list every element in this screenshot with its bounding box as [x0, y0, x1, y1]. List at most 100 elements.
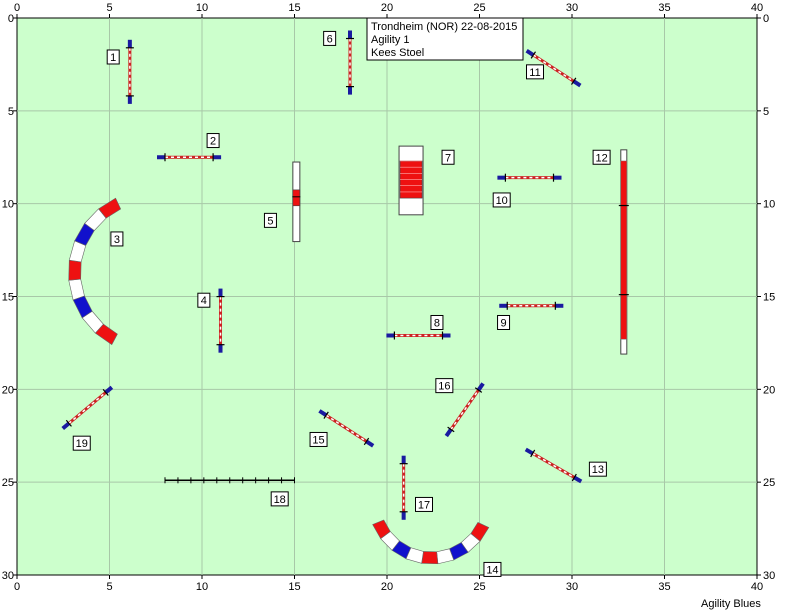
jump-glyph [444, 382, 485, 438]
tick-label-y-right: 25 [763, 477, 775, 489]
jump-glyph [524, 447, 583, 484]
jump-upright-left [530, 51, 537, 59]
jump-glyph [125, 39, 134, 104]
tick-label-x-top: 30 [566, 2, 578, 14]
tick-label-y-left: 20 [2, 384, 14, 396]
tick-label-y-right: 0 [763, 13, 769, 25]
jump-glyph [216, 288, 225, 353]
tick-label-x-bottom: 20 [381, 581, 393, 593]
number-label-text: 7 [445, 152, 451, 164]
info-box-frame [366, 17, 524, 61]
jump-wing-left [444, 428, 453, 438]
tick-label-y-right: 15 [763, 292, 775, 304]
number-label: 18 [270, 491, 289, 507]
number-label-frame [415, 496, 433, 512]
number-label: 8 [430, 314, 444, 330]
number-label-text: 4 [201, 295, 207, 307]
tick-label-y-left: 10 [2, 199, 14, 211]
tick-label-x-top: 25 [473, 2, 485, 14]
jump-glyph [499, 301, 564, 310]
jump-upright-right [474, 387, 483, 393]
obstacle-12 [618, 149, 629, 355]
number-label: 11 [526, 64, 544, 80]
number-label-text: 9 [500, 317, 506, 329]
tick-label-x-bottom: 15 [288, 581, 300, 593]
jump-wing-right [476, 382, 485, 392]
obstacle-1 [125, 39, 134, 104]
obstacle-19 [61, 385, 114, 431]
jump-bar-stripe [68, 391, 107, 424]
tick-label-x-bottom: 35 [658, 581, 670, 593]
number-label-frame [483, 561, 502, 577]
jump-upright-left [530, 449, 536, 458]
obstacle-9 [499, 301, 564, 310]
tick-label-y-left: 25 [2, 477, 14, 489]
number-label-frame [106, 49, 120, 65]
number-label-frame [197, 292, 211, 308]
number-label-frame [430, 314, 444, 330]
tick-label-x-top: 5 [106, 2, 112, 14]
tick-label-y-right: 10 [763, 199, 775, 211]
number-label-text: 3 [114, 234, 120, 246]
jump-glyph [157, 153, 222, 162]
jump-glyph [61, 385, 114, 431]
number-label-text: 16 [438, 381, 450, 393]
jump-wing-right [572, 79, 582, 88]
number-label-frame [526, 64, 544, 80]
jump-wing-right [104, 385, 114, 394]
info-line-event: Trondheim (NOR) 22-08-2015 [371, 21, 517, 33]
number-label: 7 [441, 149, 455, 165]
jump-glyph [399, 455, 408, 520]
number-label: 15 [309, 431, 328, 447]
jump-upright-left [447, 426, 455, 433]
tick-label-x-top: 35 [658, 2, 670, 14]
obstacle-6 [346, 30, 354, 95]
tick-label-x-top: 0 [14, 2, 20, 14]
tick-label-x-bottom: 10 [196, 581, 208, 593]
number-label-text: 15 [312, 434, 324, 446]
number-label-text: 11 [529, 67, 540, 79]
course-info-box: Trondheim (NOR) 22-08-2015 Agility 1 Kee… [366, 17, 524, 61]
obstacle-15 [318, 409, 375, 448]
number-label: 9 [497, 314, 511, 330]
grid-lines [17, 18, 757, 575]
obstacle-16 [444, 382, 485, 438]
obstacle-2 [157, 153, 222, 162]
jump-glyph [346, 30, 354, 95]
number-label-text: 5 [267, 215, 273, 227]
number-label-frame [435, 378, 454, 394]
tunnel-segment [98, 197, 122, 219]
obstacle-14 [372, 519, 490, 565]
jump-wing-right [365, 439, 375, 448]
number-label: 13 [588, 461, 607, 477]
tick-label-x-top: 20 [381, 2, 393, 14]
info-line-judge: Kees Stoel [371, 47, 424, 59]
jump-bar-stripe [450, 389, 480, 430]
obstacle-7 [398, 145, 424, 216]
brand-label: Agility Blues [701, 598, 761, 610]
number-label-frame [592, 149, 611, 165]
number-label-frame [110, 231, 124, 247]
obstacle-13 [524, 447, 583, 484]
number-label-frame [270, 491, 289, 507]
jump-wing-left [61, 421, 71, 431]
obstacle-11 [525, 48, 582, 88]
number-label-frame [323, 30, 337, 46]
number-label: 4 [197, 292, 211, 308]
jump-upright-right [571, 473, 577, 482]
tick-label-x-bottom: 25 [473, 581, 485, 593]
tunnel-segment [68, 259, 82, 281]
number-label: 16 [435, 378, 454, 394]
number-label-frame [441, 149, 455, 165]
jump-upright-right [102, 388, 109, 396]
number-label-text: 10 [496, 195, 508, 207]
jump-glyph [318, 409, 375, 448]
obstacle-17 [399, 455, 408, 520]
tick-label-x-top: 40 [751, 2, 763, 14]
tunnel-segment [372, 519, 391, 540]
tick-label-x-bottom: 0 [14, 581, 20, 593]
number-label-text: 18 [274, 494, 286, 506]
number-label-text: 2 [210, 136, 216, 148]
